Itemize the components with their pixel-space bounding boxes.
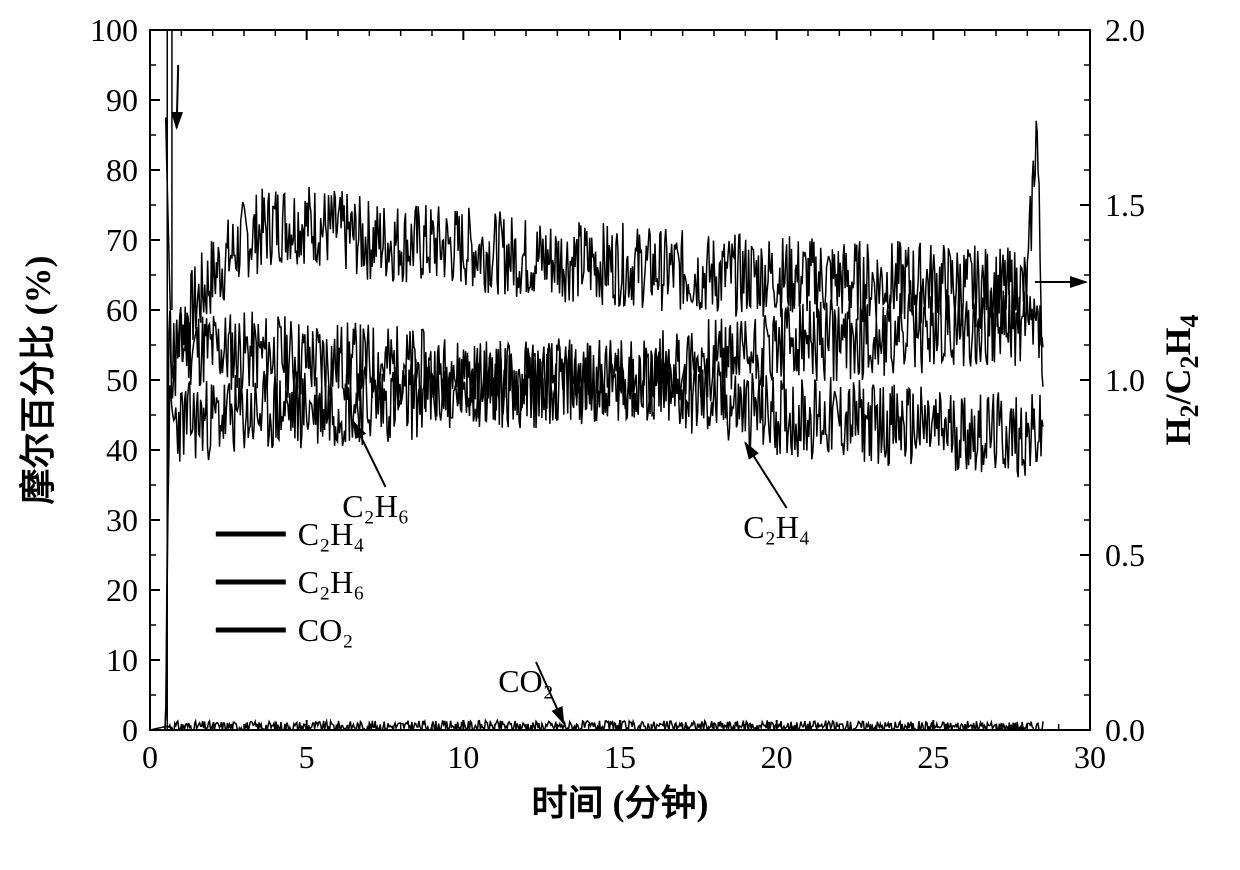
svg-text:1.0: 1.0 (1105, 362, 1145, 398)
svg-text:70: 70 (106, 222, 138, 258)
svg-text:50: 50 (106, 362, 138, 398)
svg-text:15: 15 (604, 739, 636, 775)
svg-text:摩尔百分比 (%): 摩尔百分比 (%) (18, 256, 58, 505)
svg-text:0: 0 (142, 739, 158, 775)
legend-label: C₂H₆ (298, 564, 365, 600)
chart-container: 0 5 10 15 20 25 30 时间 (分钟) 0 10 20 30 40 50 60 70 80 90 10… (0, 0, 1240, 870)
svg-text:60: 60 (106, 292, 138, 328)
svg-text:2.0: 2.0 (1105, 12, 1145, 48)
svg-text:30: 30 (1074, 739, 1106, 775)
svg-text:20: 20 (761, 739, 793, 775)
annotation-label: CO₂ (498, 663, 554, 699)
svg-text:30: 30 (106, 502, 138, 538)
annotation-label: C₂H₄ (743, 509, 810, 545)
svg-text:90: 90 (106, 82, 138, 118)
series-H₂/C₂H₄ (166, 118, 1043, 399)
svg-text:40: 40 (106, 432, 138, 468)
svg-text:10: 10 (106, 642, 138, 678)
svg-text:80: 80 (106, 152, 138, 188)
legend-label: CO₂ (298, 612, 354, 648)
svg-text:0.0: 0.0 (1105, 712, 1145, 748)
svg-text:20: 20 (106, 572, 138, 608)
chart-svg: 0 5 10 15 20 25 30 时间 (分钟) 0 10 20 30 40 50 60 70 80 90 10… (0, 0, 1240, 870)
svg-text:0: 0 (122, 712, 138, 748)
svg-text:H2/C2H4: H2/C2H4 (1158, 314, 1204, 445)
svg-text:10: 10 (447, 739, 479, 775)
svg-text:0.5: 0.5 (1105, 537, 1145, 573)
svg-text:25: 25 (917, 739, 949, 775)
svg-text:5: 5 (299, 739, 315, 775)
svg-text:时间 (分钟): 时间 (分钟) (532, 783, 709, 823)
annotation-label: C₂H₆ (342, 488, 409, 524)
svg-text:100: 100 (90, 12, 138, 48)
svg-text:1.5: 1.5 (1105, 187, 1145, 223)
